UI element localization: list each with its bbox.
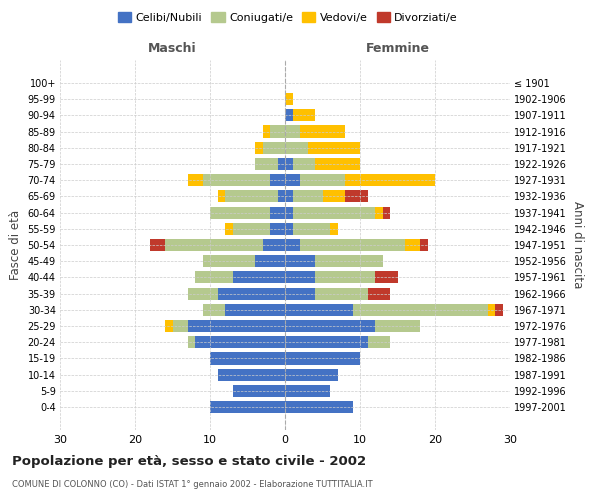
Bar — [285, 385, 330, 397]
Bar — [187, 320, 285, 332]
Bar — [285, 320, 375, 332]
Bar — [285, 401, 353, 413]
Bar — [195, 272, 233, 283]
Bar — [315, 272, 375, 283]
Text: Popolazione per età, sesso e stato civile - 2002: Popolazione per età, sesso e stato civil… — [12, 455, 366, 468]
Bar — [293, 190, 323, 202]
Y-axis label: Anni di nascita: Anni di nascita — [571, 202, 584, 288]
Bar — [285, 142, 308, 154]
Legend: Celibi/Nubili, Coniugati/e, Vedovi/e, Divorziati/e: Celibi/Nubili, Coniugati/e, Vedovi/e, Di… — [113, 8, 463, 28]
Bar — [285, 336, 367, 348]
Bar — [233, 385, 285, 397]
Bar — [233, 272, 285, 283]
Bar — [263, 142, 285, 154]
Bar — [323, 190, 345, 202]
Bar — [203, 174, 270, 186]
Bar — [285, 272, 315, 283]
Bar — [285, 304, 353, 316]
Bar — [203, 255, 255, 268]
Bar — [308, 142, 360, 154]
Bar — [375, 206, 383, 218]
Bar — [225, 222, 233, 235]
Bar — [233, 222, 270, 235]
Bar — [187, 174, 203, 186]
Bar — [285, 93, 293, 105]
Bar — [173, 320, 187, 332]
Bar — [375, 272, 398, 283]
Bar — [277, 190, 285, 202]
Bar — [405, 239, 420, 251]
Bar — [270, 174, 285, 186]
Bar — [187, 288, 218, 300]
Bar — [285, 174, 300, 186]
Bar — [210, 352, 285, 364]
Bar — [285, 255, 315, 268]
Bar — [270, 206, 285, 218]
Bar — [165, 320, 173, 332]
Bar — [150, 239, 165, 251]
Bar — [285, 190, 293, 202]
Bar — [225, 304, 285, 316]
Bar — [187, 336, 195, 348]
Bar — [218, 368, 285, 381]
Bar — [383, 206, 390, 218]
Bar — [285, 239, 300, 251]
Bar — [210, 401, 285, 413]
Bar — [277, 158, 285, 170]
Bar — [263, 126, 270, 138]
Bar — [195, 336, 285, 348]
Bar — [300, 126, 345, 138]
Bar — [218, 190, 225, 202]
Text: Femmine: Femmine — [365, 42, 430, 56]
Bar — [225, 190, 277, 202]
Bar — [495, 304, 503, 316]
Bar — [375, 320, 420, 332]
Bar — [330, 222, 337, 235]
Bar — [270, 126, 285, 138]
Bar — [300, 239, 405, 251]
Bar — [345, 190, 367, 202]
Bar — [255, 158, 277, 170]
Bar — [487, 304, 495, 316]
Bar — [293, 206, 375, 218]
Bar — [285, 109, 293, 122]
Bar — [255, 142, 263, 154]
Bar — [285, 368, 337, 381]
Text: COMUNE DI COLONNO (CO) - Dati ISTAT 1° gennaio 2002 - Elaborazione TUTTITALIA.IT: COMUNE DI COLONNO (CO) - Dati ISTAT 1° g… — [12, 480, 373, 489]
Bar — [210, 206, 270, 218]
Bar — [367, 288, 390, 300]
Bar — [285, 126, 300, 138]
Bar — [285, 222, 293, 235]
Bar — [285, 158, 293, 170]
Bar — [367, 336, 390, 348]
Bar — [203, 304, 225, 316]
Bar — [285, 206, 293, 218]
Bar — [263, 239, 285, 251]
Bar — [420, 239, 427, 251]
Bar — [293, 109, 315, 122]
Bar — [353, 304, 487, 316]
Text: Maschi: Maschi — [148, 42, 197, 56]
Bar — [165, 239, 263, 251]
Bar — [315, 255, 383, 268]
Bar — [345, 174, 435, 186]
Bar — [300, 174, 345, 186]
Bar — [315, 158, 360, 170]
Bar — [285, 288, 315, 300]
Bar — [270, 222, 285, 235]
Bar — [293, 158, 315, 170]
Bar — [293, 222, 330, 235]
Bar — [255, 255, 285, 268]
Bar — [315, 288, 367, 300]
Bar — [218, 288, 285, 300]
Bar — [285, 352, 360, 364]
Y-axis label: Fasce di età: Fasce di età — [9, 210, 22, 280]
